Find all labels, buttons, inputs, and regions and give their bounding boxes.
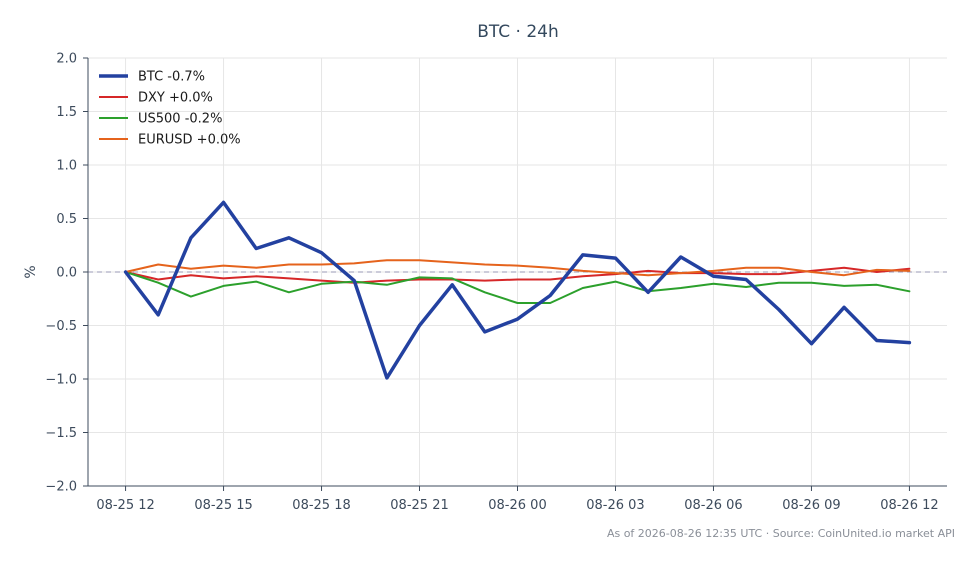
y-tick-label: 1.0 (56, 159, 77, 174)
x-tick-label: 08-26 09 (782, 498, 840, 513)
y-axis-label: % (23, 265, 39, 278)
y-tick-label: −1.5 (45, 426, 77, 441)
y-tick-label: −1.0 (45, 373, 77, 388)
legend: BTC -0.7% DXY +0.0% US500 -0.2% EURUSD +0.0… (99, 70, 241, 148)
series-line-1 (124, 266, 911, 284)
legend-entry-label: DXY +0.0% (138, 91, 213, 106)
x-tick-label: 08-25 18 (292, 498, 350, 513)
x-tick-label: 08-26 00 (488, 498, 546, 513)
axes: 2.0 1.5 1.0 0.5 0.0 −0.5 −1.0 −1.5 −2.0 08-25 12 0… (45, 52, 947, 513)
x-tick-label: 08-25 15 (194, 498, 252, 513)
x-tick-label: 08-26 03 (586, 498, 644, 513)
y-tick-label: 0.0 (56, 266, 77, 281)
legend-entry-label: EURUSD +0.0% (138, 133, 241, 148)
series-layer (123, 200, 912, 380)
series-line-3 (124, 259, 911, 277)
footer-source-note: As of 2026-08-26 12:35 UTC · Source: Coi… (607, 527, 955, 540)
x-tick-label: 08-26 12 (880, 498, 938, 513)
y-tick-label: −0.5 (45, 319, 77, 334)
y-tick-label: 2.0 (56, 52, 77, 67)
chart-title: BTC · 24h (477, 22, 559, 42)
x-tick-label: 08-25 21 (390, 498, 448, 513)
y-tick-label: 1.5 (56, 105, 77, 120)
y-tick-label: 0.5 (56, 212, 77, 227)
legend-entry-label: BTC -0.7% (138, 70, 205, 85)
legend-entry-label: US500 -0.2% (138, 112, 222, 127)
x-tick-label: 08-26 06 (684, 498, 742, 513)
x-tick-label: 08-25 12 (96, 498, 154, 513)
series-line-2 (124, 271, 911, 304)
y-tick-label: −2.0 (45, 480, 77, 495)
series-line-0 (123, 200, 912, 380)
